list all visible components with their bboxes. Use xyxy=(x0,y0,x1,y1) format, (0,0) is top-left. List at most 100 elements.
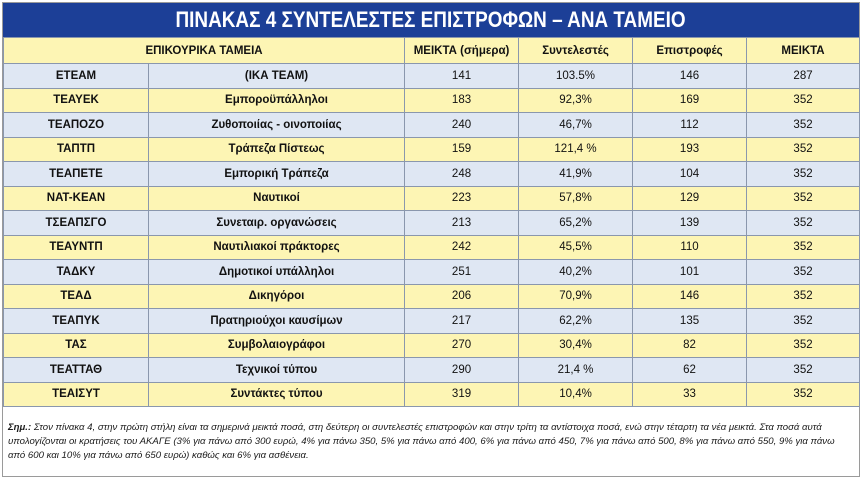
table-row: ΤΕΑΥΝΤΠ Ναυτιλιακοί πράκτορες 242 45,5% 110 3… xyxy=(3,234,861,260)
cell-fund-name: Δημοτικοί υπάλληλοι xyxy=(147,259,406,285)
cell-net-today: 217 xyxy=(404,308,520,334)
cell-returns: 112 xyxy=(632,112,748,138)
cell-net-today: 141 xyxy=(404,63,520,89)
table-row: ΤΕΑΠΕΤΕ Εμπορική Τράπεζα 248 41,9% 104 352 xyxy=(3,161,861,187)
cell-net: 352 xyxy=(746,332,861,358)
cell-net-today: 290 xyxy=(404,357,520,383)
cell-net-today: 319 xyxy=(404,381,520,407)
cell-returns: 193 xyxy=(632,136,748,162)
header-net-today: ΜΕΙΚΤΑ (σήμερα) xyxy=(404,37,520,64)
cell-net: 352 xyxy=(746,357,861,383)
cell-fund-code: ΝΑΤ-ΚΕΑΝ xyxy=(3,185,149,211)
cell-net: 352 xyxy=(746,234,861,260)
table-row: ΤΣΕΑΠΣΓΟ Συνεταιρ. οργανώσεις 213 65,2% 139 3… xyxy=(3,210,861,236)
cell-coefficient: 41,9% xyxy=(518,161,634,187)
cell-net: 352 xyxy=(746,112,861,138)
cell-fund-code: ΕΤΕΑΜ xyxy=(3,63,149,89)
cell-net: 287 xyxy=(746,63,861,89)
cell-returns: 129 xyxy=(632,185,748,211)
footnote-label: Σημ.: xyxy=(8,422,32,433)
cell-fund-name: Δικηγόροι xyxy=(147,283,406,309)
cell-coefficient: 121,4 % xyxy=(518,136,634,162)
table-title-text: ΠΙΝΑΚΑΣ 4 ΣΥΝΤΕΛΕΣΤΕΣ ΕΠΙΣΤΡΟΦΩΝ – ΑΝΑ Τ… xyxy=(175,7,687,32)
cell-net: 352 xyxy=(746,308,861,334)
cell-net-today: 213 xyxy=(404,210,520,236)
cell-net-today: 240 xyxy=(404,112,520,138)
table-row: ΝΑΤ-ΚΕΑΝ Ναυτικοί 223 57,8% 129 352 xyxy=(3,185,861,211)
cell-fund-code: ΤΕΑΠΥΚ xyxy=(3,308,149,334)
cell-fund-name: Τράπεζα Πίστεως xyxy=(147,136,406,162)
table-title: ΠΙΝΑΚΑΣ 4 ΣΥΝΤΕΛΕΣΤΕΣ ΕΠΙΣΤΡΟΦΩΝ – ΑΝΑ Τ… xyxy=(3,3,859,37)
cell-coefficient: 30,4% xyxy=(518,332,634,358)
cell-net: 352 xyxy=(746,136,861,162)
cell-returns: 169 xyxy=(632,87,748,113)
cell-returns: 139 xyxy=(632,210,748,236)
table-row: ΕΤΕΑΜ (ΙΚΑ ΤΕΑΜ) 141 103.5% 146 287 xyxy=(3,63,861,89)
table-row: ΤΕΑΔ Δικηγόροι 206 70,9% 146 352 xyxy=(3,283,861,309)
cell-net-today: 248 xyxy=(404,161,520,187)
cell-fund-code: ΤΑΣ xyxy=(3,332,149,358)
cell-fund-name: Εμποροϋπάλληλοι xyxy=(147,87,406,113)
cell-net-today: 223 xyxy=(404,185,520,211)
cell-net: 352 xyxy=(746,283,861,309)
cell-fund-name: Εμπορική Τράπεζα xyxy=(147,161,406,187)
cell-coefficient: 46,7% xyxy=(518,112,634,138)
cell-fund-code: ΤΣΕΑΠΣΓΟ xyxy=(3,210,149,236)
cell-net-today: 206 xyxy=(404,283,520,309)
cell-fund-name: Ναυτικοί xyxy=(147,185,406,211)
cell-net: 352 xyxy=(746,185,861,211)
table-row: ΤΕΑΥΕΚ Εμποροϋπάλληλοι 183 92,3% 169 352 xyxy=(3,87,861,113)
header-row: ΕΠΙΚΟΥΡΙΚΑ ΤΑΜΕΙΑ ΜΕΙΚΤΑ (σήμερα) Συντελ… xyxy=(2,37,861,64)
cell-fund-name: Ναυτιλιακοί πράκτορες xyxy=(147,234,406,260)
cell-returns: 33 xyxy=(632,381,748,407)
table-row: ΤΕΑΙΣΥΤ Συντάκτες τύπου 319 10,4% 33 352 xyxy=(3,381,861,407)
cell-fund-code: ΤΕΑΙΣΥΤ xyxy=(3,381,149,407)
cell-fund-name: Συνεταιρ. οργανώσεις xyxy=(147,210,406,236)
cell-fund-name: Τεχνικοί τύπου xyxy=(147,357,406,383)
footnote: Σημ.: Στον πίνακα 4, στην πρώτη στήλη εί… xyxy=(8,421,854,462)
cell-net: 352 xyxy=(746,87,861,113)
cell-fund-code: ΤΕΑΤΤΑΘ xyxy=(3,357,149,383)
cell-returns: 135 xyxy=(632,308,748,334)
cell-net-today: 270 xyxy=(404,332,520,358)
cell-net: 352 xyxy=(746,259,861,285)
cell-fund-code: ΤΕΑΠΕΤΕ xyxy=(3,161,149,187)
cell-fund-name: Ζυθοποιίας - οινοποιίας xyxy=(147,112,406,138)
cell-net-today: 159 xyxy=(404,136,520,162)
table-row: ΤΕΑΠΟΖΟ Ζυθοποιίας - οινοποιίας 240 46,7% 11… xyxy=(3,112,861,138)
table-body: ΕΠΙΚΟΥΡΙΚΑ ΤΑΜΕΙΑ ΜΕΙΚΤΑ (σήμερα) Συντελ… xyxy=(2,37,861,407)
cell-coefficient: 21,4 % xyxy=(518,357,634,383)
cell-returns: 62 xyxy=(632,357,748,383)
cell-fund-code: ΤΕΑΔ xyxy=(3,283,149,309)
cell-net-today: 242 xyxy=(404,234,520,260)
cell-net: 352 xyxy=(746,210,861,236)
header-fund: ΕΠΙΚΟΥΡΙΚΑ ΤΑΜΕΙΑ xyxy=(2,37,406,64)
cell-coefficient: 45,5% xyxy=(518,234,634,260)
cell-fund-code: ΤΕΑΠΟΖΟ xyxy=(3,112,149,138)
cell-fund-code: ΤΕΑΥΝΤΠ xyxy=(3,234,149,260)
cell-returns: 104 xyxy=(632,161,748,187)
cell-coefficient: 65,2% xyxy=(518,210,634,236)
cell-net: 352 xyxy=(746,161,861,187)
cell-returns: 110 xyxy=(632,234,748,260)
cell-fund-code: ΤΑΠΤΠ xyxy=(3,136,149,162)
cell-net-today: 251 xyxy=(404,259,520,285)
cell-net-today: 183 xyxy=(404,87,520,113)
cell-fund-name: Συμβολαιογράφοι xyxy=(147,332,406,358)
cell-fund-code: ΤΑΔΚΥ xyxy=(3,259,149,285)
cell-returns: 146 xyxy=(632,63,748,89)
cell-fund-code: ΤΕΑΥΕΚ xyxy=(3,87,149,113)
header-net: ΜΕΙΚΤΑ xyxy=(746,37,861,64)
table-row: ΤΑΣ Συμβολαιογράφοι 270 30,4% 82 352 xyxy=(3,332,861,358)
footnote-text: Στον πίνακα 4, στην πρώτη στήλη είναι τα… xyxy=(8,422,835,461)
cell-coefficient: 57,8% xyxy=(518,185,634,211)
cell-returns: 146 xyxy=(632,283,748,309)
cell-coefficient: 92,3% xyxy=(518,87,634,113)
header-returns: Επιστροφές xyxy=(632,37,748,64)
cell-fund-name: Συντάκτες τύπου xyxy=(147,381,406,407)
table-row: ΤΕΑΠΥΚ Πρατηριούχοι καυσίμων 217 62,2% 135 35… xyxy=(3,308,861,334)
cell-coefficient: 62,2% xyxy=(518,308,634,334)
cell-coefficient: 103.5% xyxy=(518,63,634,89)
cell-coefficient: 40,2% xyxy=(518,259,634,285)
returns-table: ΕΠΙΚΟΥΡΙΚΑ ΤΑΜΕΙΑ ΜΕΙΚΤΑ (σήμερα) Συντελ… xyxy=(2,37,861,407)
